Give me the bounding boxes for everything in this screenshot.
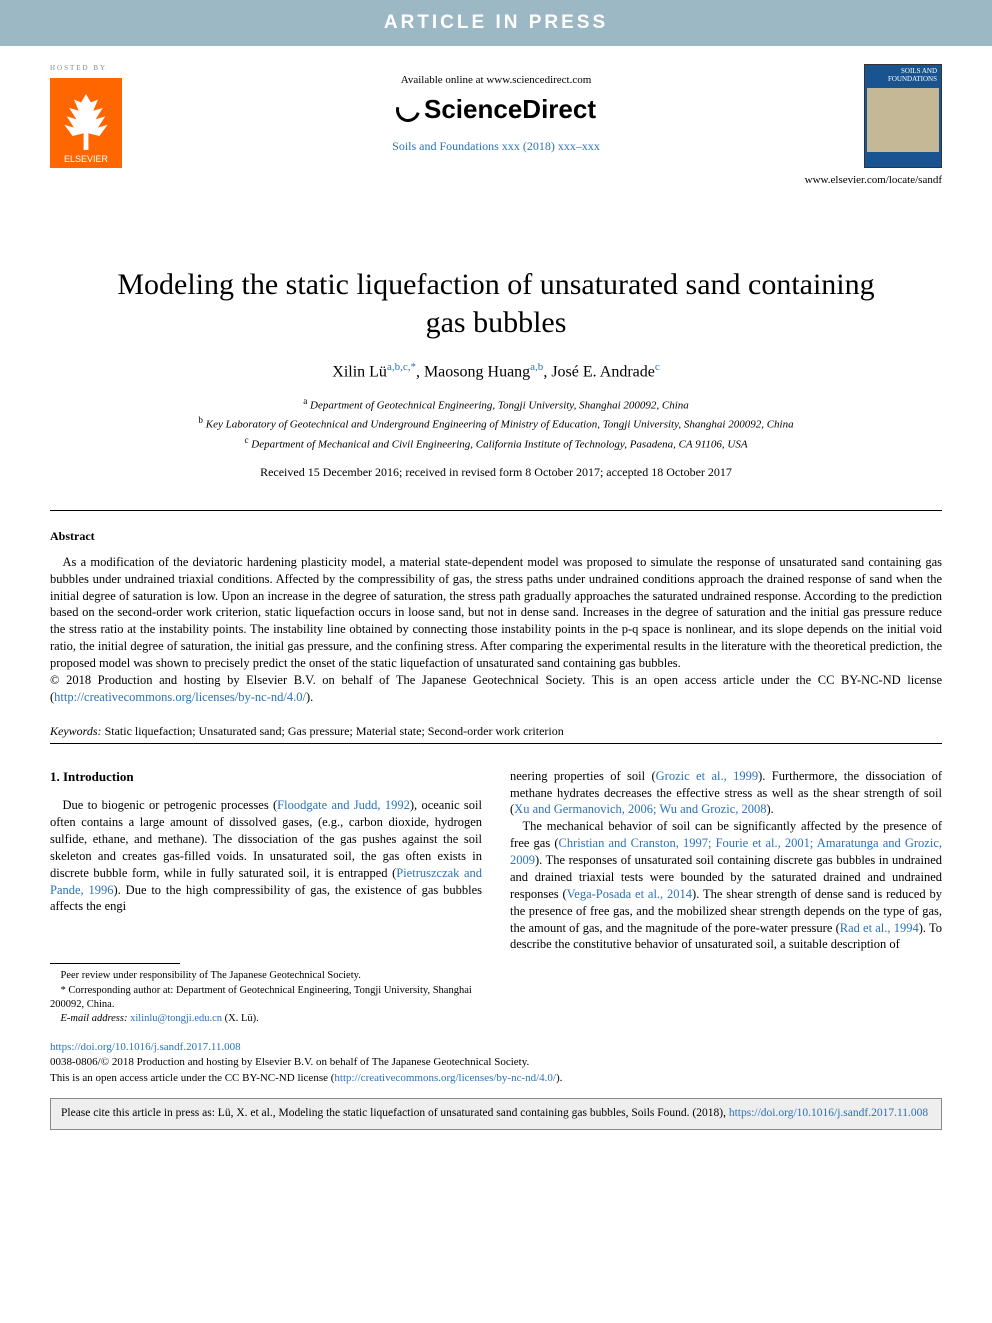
issn-copyright: 0038-0806/© 2018 Production and hosting … (50, 1055, 942, 1070)
sciencedirect-logo: ScienceDirect (396, 94, 596, 125)
oa-text-pre: This is an open access article under the… (50, 1072, 334, 1084)
intro-para-2: The mechanical behavior of soil can be s… (510, 818, 942, 953)
affiliation-c: Department of Mechanical and Civil Engin… (251, 438, 747, 450)
article-title: Modeling the static liquefaction of unsa… (100, 266, 892, 341)
email-name: (X. Lü). (222, 1013, 259, 1024)
article-in-press-banner: ARTICLE IN PRESS (0, 0, 992, 46)
footnote-divider (50, 963, 180, 964)
hosted-by-label: HOSTED BY (50, 64, 107, 72)
citation-xu-wu[interactable]: Xu and Germanovich, 2006; Wu and Grozic,… (514, 802, 766, 816)
email-link[interactable]: xilinlu@tongji.edu.cn (130, 1013, 222, 1024)
keywords: Keywords: Static liquefaction; Unsaturat… (50, 724, 942, 739)
footnotes: Peer review under responsibility of The … (50, 969, 482, 1026)
copyright-text-post: ). (306, 690, 313, 704)
email-line: E-mail address: xilinlu@tongji.edu.cn (X… (50, 1012, 482, 1026)
license-link[interactable]: http://creativecommons.org/licenses/by-n… (54, 690, 306, 704)
right-column: neering properties of soil (Grozic et al… (510, 768, 942, 1026)
author-list: Xilin Lüa,b,c,*, Maosong Huanga,b, José … (0, 361, 992, 381)
author-2-name: Maosong Huang (424, 363, 530, 380)
citation-box: Please cite this article in press as: Lü… (50, 1098, 942, 1130)
corresponding-author-note: * Corresponding author at: Department of… (50, 984, 482, 1012)
intro-para-1-cont: neering properties of soil (Grozic et al… (510, 768, 942, 819)
sciencedirect-swoosh-icon (392, 93, 425, 126)
elsevier-tree-icon (62, 94, 110, 150)
peer-review-note: Peer review under responsibility of The … (50, 969, 482, 983)
cite-text: Please cite this article in press as: Lü… (61, 1107, 729, 1119)
doi-link[interactable]: https://doi.org/10.1016/j.sandf.2017.11.… (50, 1041, 241, 1053)
affiliations: a Department of Geotechnical Engineering… (80, 395, 912, 452)
author-1-name: Xilin Lü (332, 363, 387, 380)
divider-bottom (50, 743, 942, 744)
citation-vega[interactable]: Vega-Posada et al., 2014 (567, 887, 692, 901)
citation-floodgate[interactable]: Floodgate and Judd, 1992 (277, 798, 410, 812)
article-dates: Received 15 December 2016; received in r… (0, 465, 992, 480)
journal-header: HOSTED BY ELSEVIER SOILS AND FOUNDATIONS… (0, 46, 992, 226)
oa-license-link[interactable]: http://creativecommons.org/licenses/by-n… (334, 1072, 556, 1084)
section-1-heading: 1. Introduction (50, 768, 482, 786)
affiliation-a: Department of Geotechnical Engineering, … (310, 400, 689, 412)
intro-para-1: Due to biogenic or petrogenic processes … (50, 797, 482, 915)
abstract-copyright: © 2018 Production and hosting by Elsevie… (50, 672, 942, 706)
author-3-name: José E. Andrade (551, 363, 655, 380)
email-label: E-mail address: (61, 1013, 128, 1024)
available-online-text: Available online at www.sciencedirect.co… (50, 74, 942, 86)
oa-text-post: ). (556, 1072, 562, 1084)
bottom-metadata: https://doi.org/10.1016/j.sandf.2017.11.… (50, 1040, 942, 1086)
journal-reference: Soils and Foundations xxx (2018) xxx–xxx (50, 139, 942, 154)
citation-grozic[interactable]: Grozic et al., 1999 (656, 769, 758, 783)
author-1-affil-link[interactable]: a,b,c, (387, 361, 411, 373)
elsevier-label: ELSEVIER (64, 154, 108, 168)
abstract-section: Abstract As a modification of the deviat… (50, 529, 942, 706)
keywords-text: Static liquefaction; Unsaturated sand; G… (102, 724, 564, 738)
left-column: 1. Introduction Due to biogenic or petro… (50, 768, 482, 1026)
locate-url[interactable]: www.elsevier.com/locate/sandf (805, 174, 942, 186)
elsevier-logo: ELSEVIER (50, 78, 122, 168)
cite-doi-link[interactable]: https://doi.org/10.1016/j.sandf.2017.11.… (729, 1107, 928, 1119)
citation-rad[interactable]: Rad et al., 1994 (840, 921, 919, 935)
sciencedirect-text: ScienceDirect (424, 94, 596, 125)
journal-cover-label: SOILS AND FOUNDATIONS (865, 65, 941, 86)
journal-cover-image (867, 88, 939, 152)
journal-cover-thumbnail: SOILS AND FOUNDATIONS (864, 64, 942, 168)
author-3-affil-link[interactable]: c (655, 361, 660, 373)
body-columns: 1. Introduction Due to biogenic or petro… (50, 768, 942, 1026)
author-sep: , (416, 363, 424, 380)
abstract-heading: Abstract (50, 529, 942, 544)
affiliation-b: Key Laboratory of Geotechnical and Under… (206, 419, 794, 431)
abstract-body: As a modification of the deviatoric hard… (50, 554, 942, 672)
keywords-label: Keywords: (50, 724, 102, 738)
author-2-affil-link[interactable]: a,b (530, 361, 543, 373)
divider-top (50, 510, 942, 511)
